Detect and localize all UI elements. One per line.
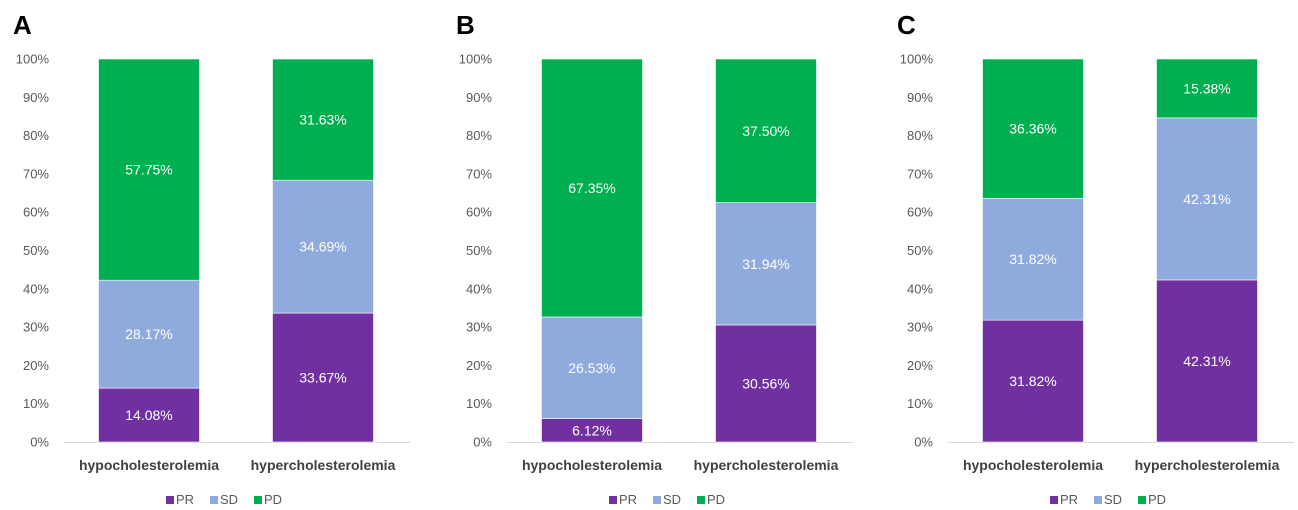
y-tick-label: 0% bbox=[30, 435, 49, 450]
legend-label-pd: PD bbox=[1148, 492, 1166, 507]
y-tick-label: 70% bbox=[466, 166, 492, 181]
bar-segment-pr bbox=[982, 319, 1084, 443]
y-tick-label: 40% bbox=[907, 281, 933, 296]
data-label-sd: 28.17% bbox=[125, 326, 172, 342]
bar-segment-sd bbox=[715, 202, 817, 326]
bar-segment-pr bbox=[715, 324, 817, 443]
y-tick-label: 40% bbox=[466, 281, 492, 296]
category-label: hypercholesterolemia bbox=[694, 457, 839, 473]
chart-panel-c: C 0% 10% 20% 30% 40% 50% 60% 70% 80% 90% 100% 31.82%… bbox=[897, 10, 1294, 507]
bar-segment-pd bbox=[272, 58, 374, 181]
panel-letter: A bbox=[13, 10, 32, 40]
legend-swatch-pr bbox=[1050, 496, 1058, 504]
category-label: hypercholesterolemia bbox=[251, 457, 396, 473]
y-tick-label: 80% bbox=[23, 128, 49, 143]
bar-segment-pr bbox=[98, 387, 200, 443]
y-tick-label: 80% bbox=[907, 128, 933, 143]
bar-segment-pd bbox=[98, 58, 200, 281]
data-label-pd: 57.75% bbox=[125, 162, 172, 178]
category-label: hypocholesterolemia bbox=[522, 457, 662, 473]
y-tick-label: 90% bbox=[907, 90, 933, 105]
bar-segment-sd bbox=[98, 279, 200, 389]
legend-label-sd: SD bbox=[220, 492, 238, 507]
bar-segment-sd bbox=[541, 316, 643, 419]
legend-label-sd: SD bbox=[1104, 492, 1122, 507]
y-tick-label: 60% bbox=[466, 205, 492, 220]
data-label-sd: 42.31% bbox=[1183, 191, 1230, 207]
y-tick-label: 90% bbox=[466, 90, 492, 105]
data-label-pr: 30.56% bbox=[742, 375, 789, 391]
data-label-pr: 6.12% bbox=[572, 422, 612, 438]
y-tick-label: 80% bbox=[466, 128, 492, 143]
bar-segment-pd bbox=[541, 58, 643, 318]
bar-segment-pd bbox=[715, 58, 817, 203]
data-label-pd: 15.38% bbox=[1183, 80, 1230, 96]
y-tick-label: 30% bbox=[466, 320, 492, 335]
y-tick-label: 90% bbox=[23, 90, 49, 105]
y-tick-label: 50% bbox=[23, 243, 49, 258]
legend-label-pr: PR bbox=[176, 492, 194, 507]
y-tick-label: 10% bbox=[23, 396, 49, 411]
y-tick-label: 50% bbox=[907, 243, 933, 258]
y-tick-label: 100% bbox=[459, 52, 493, 67]
data-label-pr: 31.82% bbox=[1009, 373, 1056, 389]
y-tick-label: 60% bbox=[907, 205, 933, 220]
category-label: hypocholesterolemia bbox=[963, 457, 1103, 473]
legend-swatch-pr bbox=[166, 496, 174, 504]
y-tick-label: 30% bbox=[23, 320, 49, 335]
y-tick-label: 20% bbox=[907, 358, 933, 373]
legend-swatch-pd bbox=[697, 496, 705, 504]
legend-swatch-pd bbox=[254, 496, 262, 504]
legend-label-pd: PD bbox=[264, 492, 282, 507]
bar-segment-sd bbox=[272, 179, 374, 314]
data-label-sd: 31.94% bbox=[742, 256, 789, 272]
legend-label-sd: SD bbox=[663, 492, 681, 507]
category-label: hypocholesterolemia bbox=[79, 457, 219, 473]
data-label-sd: 34.69% bbox=[299, 239, 346, 255]
data-label-pd: 31.63% bbox=[299, 112, 346, 128]
data-label-sd: 26.53% bbox=[568, 360, 615, 376]
data-label-sd: 31.82% bbox=[1009, 251, 1056, 267]
y-tick-label: 20% bbox=[23, 358, 49, 373]
y-tick-label: 40% bbox=[23, 281, 49, 296]
legend-label-pr: PR bbox=[1060, 492, 1078, 507]
y-tick-label: 10% bbox=[907, 396, 933, 411]
data-label-pr: 33.67% bbox=[299, 370, 346, 386]
bar-segment-pr bbox=[272, 312, 374, 443]
chart-panel-a: A 0% 10% 20% 30% 40% 50% 60% 70% 80% 90% 100% 14.08%… bbox=[13, 10, 410, 507]
y-tick-label: 60% bbox=[23, 205, 49, 220]
y-tick-label: 70% bbox=[907, 166, 933, 181]
legend-swatch-pd bbox=[1138, 496, 1146, 504]
panel-letter: B bbox=[456, 10, 475, 40]
data-label-pd: 37.50% bbox=[742, 123, 789, 139]
bar-segment-pd bbox=[982, 58, 1084, 199]
data-label-pr: 42.31% bbox=[1183, 353, 1230, 369]
y-tick-label: 20% bbox=[466, 358, 492, 373]
y-tick-label: 0% bbox=[914, 435, 933, 450]
bar-segment-pr bbox=[1156, 279, 1258, 443]
category-label: hypercholesterolemia bbox=[1135, 457, 1280, 473]
data-label-pd: 36.36% bbox=[1009, 121, 1056, 137]
y-tick-label: 100% bbox=[16, 52, 50, 67]
legend-swatch-sd bbox=[1094, 496, 1102, 504]
legend-label-pd: PD bbox=[707, 492, 725, 507]
bar-segment-sd bbox=[1156, 117, 1258, 281]
y-tick-label: 30% bbox=[907, 320, 933, 335]
legend-swatch-pr bbox=[609, 496, 617, 504]
y-tick-label: 0% bbox=[473, 435, 492, 450]
panel-letter: C bbox=[897, 10, 916, 40]
y-tick-label: 70% bbox=[23, 166, 49, 181]
bar-segment-sd bbox=[982, 197, 1084, 321]
legend-label-pr: PR bbox=[619, 492, 637, 507]
legend-swatch-sd bbox=[653, 496, 661, 504]
y-tick-label: 10% bbox=[466, 396, 492, 411]
y-tick-label: 50% bbox=[466, 243, 492, 258]
data-label-pd: 67.35% bbox=[568, 180, 615, 196]
data-label-pr: 14.08% bbox=[125, 407, 172, 423]
bar-segment-pd bbox=[1156, 58, 1258, 119]
y-tick-label: 100% bbox=[900, 52, 934, 67]
legend-swatch-sd bbox=[210, 496, 218, 504]
chart-panel-b: B 0% 10% 20% 30% 40% 50% 60% 70% 80% 90% 100% 6.12% 2… bbox=[456, 10, 853, 507]
